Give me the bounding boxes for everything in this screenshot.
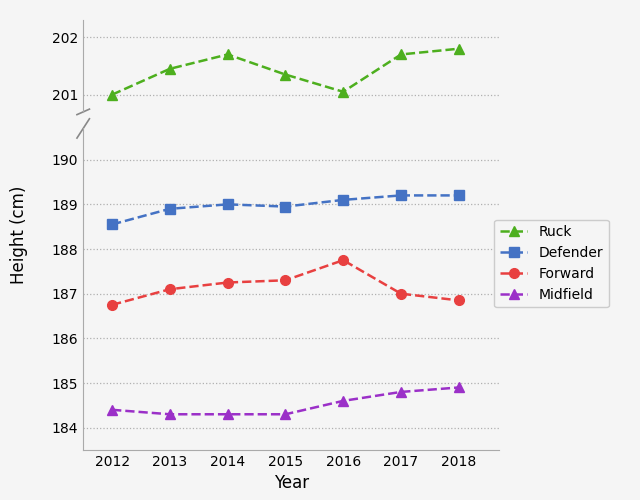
Midfield bbox=[108, 407, 116, 413]
Ruck bbox=[108, 92, 116, 98]
Midfield bbox=[397, 389, 405, 395]
Forward bbox=[108, 302, 116, 308]
Forward bbox=[397, 290, 405, 296]
Forward bbox=[224, 280, 232, 285]
Legend: Ruck, Defender, Forward, Midfield: Ruck, Defender, Forward, Midfield bbox=[494, 220, 609, 308]
Ruck bbox=[282, 72, 289, 78]
Defender bbox=[455, 192, 463, 198]
Ruck bbox=[224, 52, 232, 58]
Line: Ruck: Ruck bbox=[108, 44, 463, 100]
Forward bbox=[166, 286, 173, 292]
Ruck bbox=[397, 52, 405, 58]
Defender bbox=[282, 204, 289, 210]
Ruck bbox=[455, 46, 463, 52]
Defender bbox=[108, 222, 116, 228]
Ruck bbox=[166, 66, 173, 72]
Defender bbox=[397, 192, 405, 198]
Midfield bbox=[224, 412, 232, 418]
Forward bbox=[455, 298, 463, 304]
Midfield bbox=[455, 384, 463, 390]
X-axis label: Year: Year bbox=[274, 474, 308, 492]
Defender bbox=[339, 197, 347, 203]
Text: Height (cm): Height (cm) bbox=[10, 186, 28, 284]
Midfield bbox=[282, 412, 289, 418]
Line: Forward: Forward bbox=[108, 256, 463, 310]
Defender bbox=[224, 202, 232, 207]
Forward bbox=[282, 278, 289, 283]
Forward bbox=[339, 257, 347, 263]
Midfield bbox=[166, 412, 173, 418]
Line: Midfield: Midfield bbox=[108, 382, 463, 419]
Line: Defender: Defender bbox=[108, 190, 463, 230]
Midfield bbox=[339, 398, 347, 404]
Defender bbox=[166, 206, 173, 212]
Ruck bbox=[339, 89, 347, 95]
